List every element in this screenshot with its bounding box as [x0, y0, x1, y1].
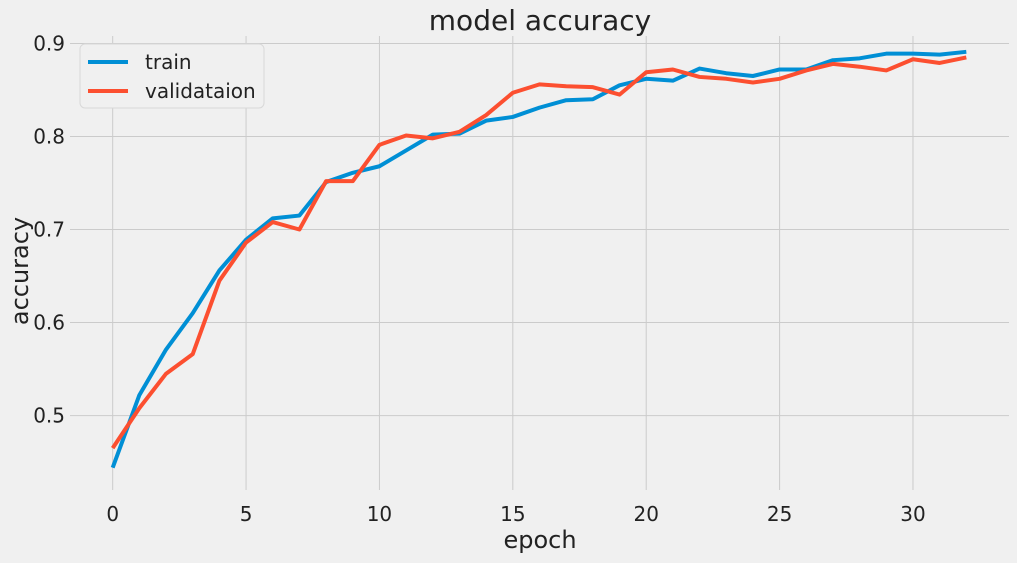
legend-label-0: train — [145, 50, 192, 74]
y-tick-label: 0.9 — [33, 31, 65, 55]
x-tick-label: 25 — [767, 502, 792, 526]
x-axis-label: epoch — [503, 526, 576, 554]
y-axis-label: accuracy — [6, 217, 34, 325]
y-tick-label: 0.8 — [33, 124, 65, 148]
x-tick-label: 20 — [633, 502, 658, 526]
x-tick-label: 15 — [500, 502, 525, 526]
legend-label-1: validataion — [145, 79, 256, 103]
x-tick-label: 10 — [367, 502, 392, 526]
series-lines — [110, 49, 967, 469]
grid — [70, 36, 1009, 490]
x-tick-label: 30 — [900, 502, 925, 526]
y-tick-label: 0.6 — [33, 311, 65, 335]
x-tick-label: 0 — [106, 502, 119, 526]
series-line-0 — [110, 49, 967, 469]
x-tick-label: 5 — [240, 502, 253, 526]
chart-title: model accuracy — [429, 4, 651, 37]
tick-labels: 0 5 10 15 20 25 30 0.5 0.6 0.7 0.8 0.9 — [33, 31, 926, 526]
series-line-1 — [111, 55, 967, 450]
y-tick-label: 0.5 — [33, 404, 65, 428]
y-tick-label: 0.7 — [33, 218, 65, 242]
legend: train validataion — [79, 43, 265, 109]
